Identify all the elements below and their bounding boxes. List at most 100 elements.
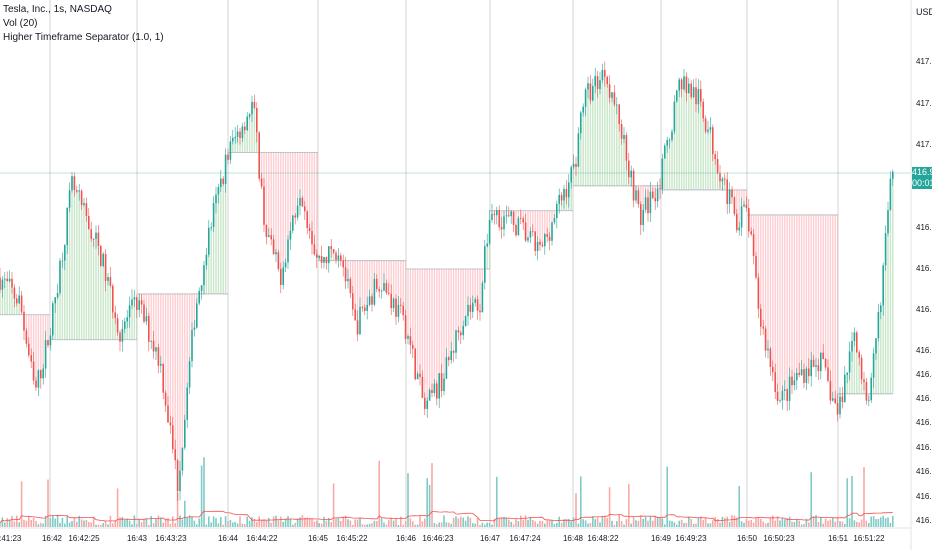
candle-body bbox=[414, 348, 416, 380]
volume-bar bbox=[640, 515, 642, 527]
candle-body bbox=[457, 330, 460, 333]
volume-bar bbox=[503, 516, 505, 527]
volume-bar bbox=[337, 518, 340, 527]
volume-bar bbox=[798, 520, 800, 527]
volume-bar bbox=[383, 522, 385, 527]
volume-bar bbox=[596, 517, 599, 527]
x-tick-label: 16:47 bbox=[480, 534, 501, 543]
candle-body bbox=[592, 86, 594, 101]
candle-body bbox=[712, 127, 714, 155]
volume-bar bbox=[431, 463, 433, 527]
volume-bar bbox=[697, 518, 700, 527]
candle-body bbox=[596, 76, 599, 89]
volume-bar bbox=[239, 516, 241, 527]
candle-body bbox=[740, 206, 743, 228]
x-tick-label: 16:47:24 bbox=[509, 534, 541, 543]
candle-body bbox=[805, 368, 808, 383]
volume-bar bbox=[678, 520, 680, 527]
time-axis[interactable]: 4:41:23 16:42 16:42:25 16:43 16:43:23 16:44 16… bbox=[0, 534, 885, 543]
volume-bar bbox=[438, 522, 440, 527]
price-axis[interactable]: 417.20 417.10 417.00 416.80 416.70 416.60 416.… bbox=[916, 57, 932, 525]
volume-bar bbox=[700, 516, 702, 527]
htf-indicator-label[interactable]: Higher Timeframe Separator (1.0, 1) bbox=[3, 32, 164, 43]
candle-body bbox=[148, 316, 150, 342]
y-tick-label: 416.08 bbox=[916, 516, 932, 525]
y-tick-label: 416.80 bbox=[916, 223, 932, 232]
candle-body bbox=[1, 279, 4, 290]
candle-body bbox=[181, 447, 184, 471]
candle-body bbox=[714, 154, 716, 160]
candle-body bbox=[30, 355, 32, 362]
volume-bar bbox=[32, 517, 35, 527]
volume-bar bbox=[839, 521, 841, 527]
volume-bar bbox=[325, 520, 328, 527]
candle-body bbox=[580, 112, 582, 134]
candle-body bbox=[568, 182, 570, 198]
volume-bar bbox=[776, 516, 779, 527]
volume-bar bbox=[344, 515, 347, 527]
volume-bar bbox=[870, 516, 872, 527]
candle-body bbox=[373, 278, 376, 305]
volume-bar bbox=[49, 518, 52, 527]
candle-body bbox=[253, 101, 256, 109]
candle-body bbox=[493, 214, 496, 216]
volume-bar bbox=[889, 522, 892, 527]
candle-body bbox=[553, 218, 556, 223]
candle-body bbox=[649, 191, 652, 214]
candle-body bbox=[256, 108, 258, 133]
candle-body bbox=[409, 336, 412, 345]
candle-body bbox=[697, 89, 700, 105]
volume-bar bbox=[709, 523, 712, 527]
candle-body bbox=[520, 218, 522, 219]
candle-body bbox=[332, 248, 335, 253]
candle-body bbox=[61, 260, 64, 262]
volume-bar bbox=[412, 521, 414, 527]
candle-body bbox=[294, 215, 296, 218]
candle-body bbox=[731, 189, 733, 198]
candle-body bbox=[35, 380, 37, 388]
volume-bar bbox=[505, 517, 508, 527]
volume-bar bbox=[841, 521, 844, 527]
x-tick-label: 16:50:23 bbox=[763, 534, 795, 543]
candle-body bbox=[736, 213, 738, 231]
candle-body bbox=[52, 303, 54, 336]
volume-bar bbox=[35, 521, 37, 527]
candle-body bbox=[608, 84, 611, 98]
volume-bar bbox=[107, 524, 109, 527]
candle-body bbox=[512, 211, 515, 225]
candle-body bbox=[436, 383, 438, 399]
volume-bar bbox=[445, 522, 448, 527]
volume-bar bbox=[623, 524, 625, 527]
volume-bar bbox=[668, 520, 671, 527]
volume-bar bbox=[661, 518, 664, 527]
volume-bar bbox=[265, 519, 268, 527]
volume-bar bbox=[856, 521, 858, 527]
volume-bar bbox=[275, 515, 277, 527]
candle-body bbox=[212, 203, 215, 227]
volume-indicator-label[interactable]: Vol (20) bbox=[3, 18, 38, 29]
y-tick-label: 416.44 bbox=[916, 370, 932, 379]
volume-bar bbox=[292, 524, 294, 527]
candle-body bbox=[64, 245, 66, 261]
candle-body bbox=[836, 403, 839, 415]
candle-body bbox=[356, 320, 359, 335]
volume-bar bbox=[160, 517, 162, 527]
volume-bar bbox=[647, 520, 649, 527]
candle-body bbox=[505, 215, 508, 217]
volume-bar bbox=[695, 523, 697, 527]
volume-bar bbox=[527, 519, 529, 527]
volume-bar bbox=[762, 521, 764, 527]
candle-body bbox=[575, 163, 577, 167]
candle-body bbox=[757, 277, 760, 309]
volume-bar bbox=[119, 517, 121, 527]
volume-bar bbox=[791, 521, 793, 527]
symbol-title[interactable]: Tesla, Inc., 1s, NASDAQ bbox=[3, 4, 112, 15]
candle-body bbox=[124, 321, 126, 329]
volume-bar bbox=[155, 519, 157, 527]
volume-bar bbox=[719, 522, 721, 527]
candle-body bbox=[179, 470, 181, 492]
candle-body bbox=[232, 137, 234, 142]
volume-bar bbox=[100, 524, 102, 527]
candle-body bbox=[395, 298, 397, 317]
